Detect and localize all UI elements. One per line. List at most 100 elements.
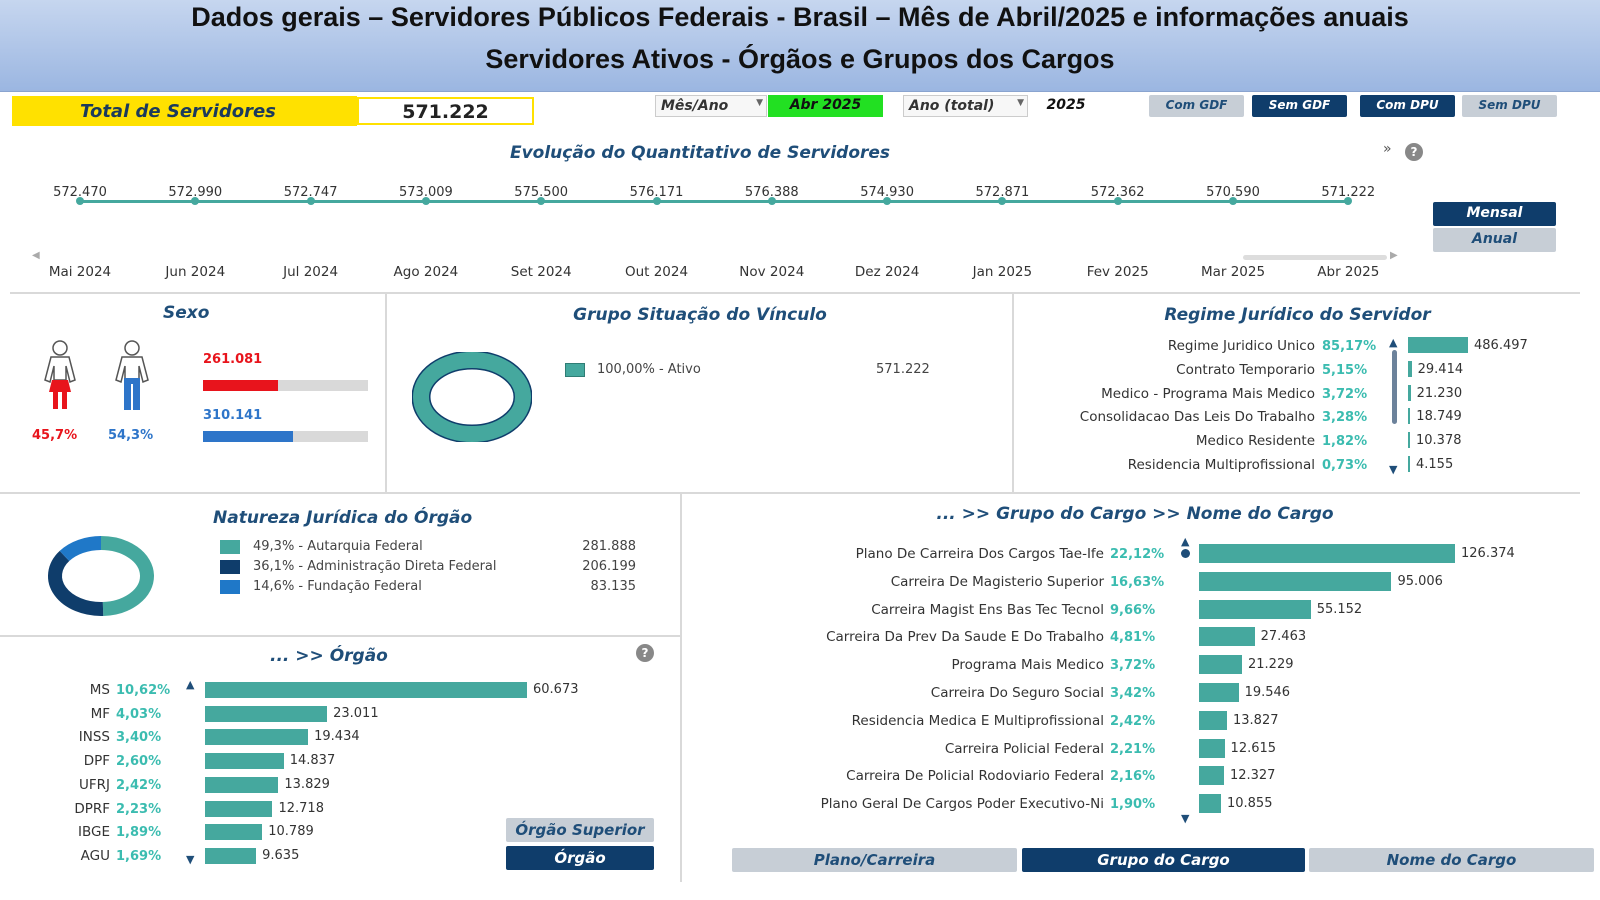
timeline-value: 571.222 xyxy=(1321,185,1376,200)
regime-value: 4.155 xyxy=(1416,457,1454,472)
scroll-up-icon[interactable]: ▲ xyxy=(1181,535,1190,548)
cargo-bar[interactable] xyxy=(1199,627,1255,647)
timeline-scrollbar[interactable] xyxy=(1243,255,1387,260)
orgao-bar[interactable] xyxy=(205,800,273,817)
cargo-label: Carreira Policial Federal xyxy=(944,740,1104,757)
timeline-point[interactable] xyxy=(76,197,84,205)
cargo-label: Carreira De Magisterio Superior xyxy=(890,573,1104,590)
cargo-scrollbar[interactable] xyxy=(1181,549,1190,558)
regime-bar[interactable] xyxy=(1408,432,1410,449)
ano-total-label: Ano (total) xyxy=(909,98,995,114)
natureza-title: Natureza Jurídica do Órgão xyxy=(213,508,473,528)
cargo-bar[interactable] xyxy=(1199,599,1311,619)
timeline-point[interactable] xyxy=(1344,197,1353,205)
help-icon[interactable]: ? xyxy=(1405,143,1423,161)
timeline-point[interactable] xyxy=(1113,197,1122,205)
page-header: Dados gerais – Servidores Públicos Feder… xyxy=(0,0,1600,92)
anual-button[interactable]: Anual xyxy=(1433,228,1556,252)
timeline-point[interactable] xyxy=(652,197,661,205)
regime-value: 21.230 xyxy=(1416,385,1463,401)
com-dpu-button[interactable]: Com DPU xyxy=(1360,95,1455,117)
scroll-down-icon[interactable]: ▼ xyxy=(1181,812,1190,825)
orgao-pct: 4,03% xyxy=(116,706,162,722)
legend-swatch xyxy=(220,580,240,594)
timeline-point[interactable] xyxy=(191,197,200,205)
cargo-value: 19.546 xyxy=(1244,685,1291,700)
scroll-down-icon[interactable]: ▼ xyxy=(186,853,195,866)
cargo-bar[interactable] xyxy=(1199,766,1224,786)
help-icon[interactable]: ? xyxy=(636,644,654,662)
sem-dpu-button[interactable]: Sem DPU xyxy=(1462,95,1557,117)
regime-bar[interactable] xyxy=(1408,408,1411,425)
cargo-value: 12.327 xyxy=(1229,768,1276,784)
timeline-point[interactable] xyxy=(537,197,546,205)
ano-total-value[interactable]: 2025 xyxy=(1046,97,1086,113)
cargo-bar[interactable] xyxy=(1199,655,1242,675)
regime-bar[interactable] xyxy=(1408,360,1412,377)
cargo-value: 126.374 xyxy=(1461,546,1515,561)
male-icon xyxy=(115,340,149,410)
orgao-value: 12.718 xyxy=(278,800,324,816)
orgao-bar[interactable] xyxy=(205,847,257,864)
regime-scrollbar[interactable] xyxy=(1392,350,1397,424)
orgao-pct: 2,42% xyxy=(116,777,162,793)
regime-pct: 3,72% xyxy=(1322,386,1368,402)
scroll-up-icon[interactable]: ▲ xyxy=(186,678,195,691)
natureza-slice[interactable] xyxy=(100,536,154,616)
timeline-value: 576.171 xyxy=(629,185,684,200)
timeline-point[interactable] xyxy=(998,197,1007,205)
timeline-point[interactable] xyxy=(1229,197,1237,205)
timeline-value: 574.930 xyxy=(860,185,914,200)
cargo-bar[interactable] xyxy=(1199,683,1239,702)
mensal-button[interactable]: Mensal xyxy=(1433,202,1556,226)
regime-bar[interactable] xyxy=(1408,337,1468,353)
cargo-bar[interactable] xyxy=(1199,544,1455,563)
mes-ano-filter[interactable]: Mês/Ano ▼ xyxy=(655,95,767,117)
scroll-right-icon[interactable]: ▶ xyxy=(1390,250,1398,261)
orgao-button[interactable]: Órgão xyxy=(506,846,654,870)
orgao-bar[interactable] xyxy=(205,729,309,746)
timeline-point[interactable] xyxy=(883,197,892,205)
cargo-label: Plano Geral De Cargos Poder Executivo-Ni xyxy=(820,796,1104,813)
timeline-month: Dez 2024 xyxy=(854,264,920,280)
cargo-bar[interactable] xyxy=(1199,738,1225,758)
natureza-slice[interactable] xyxy=(59,536,102,562)
orgao-bar[interactable] xyxy=(205,682,527,698)
orgao-bar[interactable] xyxy=(205,824,263,841)
divider xyxy=(0,635,680,637)
more-options-icon[interactable]: » xyxy=(1383,141,1392,157)
cargo-value: 10.855 xyxy=(1226,796,1273,812)
timeline-point[interactable] xyxy=(767,197,776,205)
total-servidores-value: 571.222 xyxy=(357,97,534,125)
regime-bar[interactable] xyxy=(1408,384,1411,401)
orgao-value: 23.011 xyxy=(333,705,379,721)
orgao-bar[interactable] xyxy=(205,776,279,793)
scroll-down-icon[interactable]: ▼ xyxy=(1389,463,1398,476)
regime-value: 29.414 xyxy=(1417,361,1464,377)
scroll-left-icon[interactable]: ◀ xyxy=(32,250,40,261)
plano-carreira-button[interactable]: Plano/Carreira xyxy=(732,848,1017,872)
timeline-month: Nov 2024 xyxy=(739,264,805,280)
cargo-bar[interactable] xyxy=(1199,794,1221,814)
timeline-point[interactable] xyxy=(421,197,430,205)
mes-ano-value[interactable]: Abr 2025 xyxy=(768,95,883,117)
orgao-superior-button[interactable]: Órgão Superior xyxy=(506,818,654,842)
orgao-pct: 1,89% xyxy=(116,825,162,841)
cargo-bar[interactable] xyxy=(1199,571,1392,591)
cargo-bar[interactable] xyxy=(1199,710,1227,730)
cargo-label: Residencia Medica E Multiprofissional xyxy=(851,712,1104,729)
ano-total-filter[interactable]: Ano (total) ▼ xyxy=(903,95,1028,117)
nome-cargo-button[interactable]: Nome do Cargo xyxy=(1309,848,1594,872)
dropdown-arrow-icon: ▼ xyxy=(756,98,763,108)
scroll-up-icon[interactable]: ▲ xyxy=(1389,336,1398,349)
timeline-point[interactable] xyxy=(306,197,315,205)
regime-label: Medico - Programa Mais Medico xyxy=(1101,385,1315,402)
regime-bar[interactable] xyxy=(1408,456,1410,472)
grupo-cargo-button[interactable]: Grupo do Cargo xyxy=(1022,848,1305,872)
sem-gdf-button[interactable]: Sem GDF xyxy=(1252,95,1347,117)
natureza-slice[interactable] xyxy=(48,550,104,616)
orgao-bar[interactable] xyxy=(205,753,284,770)
orgao-bar[interactable] xyxy=(205,705,328,722)
com-gdf-button[interactable]: Com GDF xyxy=(1149,95,1244,117)
divider xyxy=(1012,292,1014,492)
